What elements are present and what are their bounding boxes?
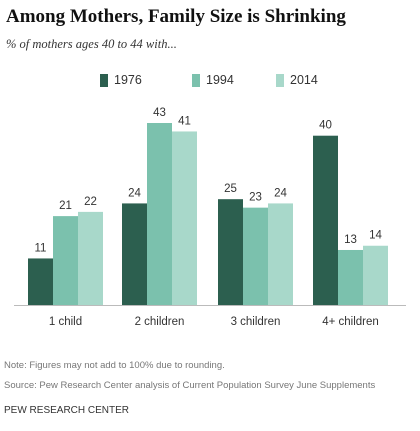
bar-1976-4-children	[313, 135, 338, 305]
bar-1976-1-child	[28, 258, 53, 305]
legend-swatch-1976	[100, 73, 108, 87]
data-label: 11	[35, 242, 47, 254]
data-label: 13	[344, 234, 357, 246]
chart-subtitle: % of mothers ages 40 to 44 with...	[6, 37, 177, 51]
data-label: 22	[84, 196, 97, 208]
bar-1994-2-children	[147, 123, 172, 305]
category-label: 3 children	[231, 316, 281, 328]
legend-swatch-1994	[192, 73, 200, 87]
org-name: PEW RESEARCH CENTER	[4, 405, 130, 416]
bar-1994-4-children	[338, 249, 363, 305]
category-label: 2 children	[135, 316, 185, 328]
data-label: 23	[249, 192, 262, 204]
bar-2014-3-children	[268, 203, 293, 305]
bar-1976-3-children	[218, 199, 243, 305]
legend-item-2014: 2014	[276, 72, 318, 88]
legend-label-1976: 1976	[114, 73, 142, 87]
bar-1994-3-children	[243, 207, 268, 305]
bar-1994-1-child	[53, 216, 78, 305]
data-label: 14	[369, 230, 382, 242]
legend-label-1994: 1994	[206, 73, 234, 87]
data-label: 24	[128, 187, 141, 199]
data-label: 43	[153, 107, 166, 119]
legend-label-2014: 2014	[290, 73, 318, 87]
data-label: 40	[319, 120, 332, 132]
chart-title: Among Mothers, Family Size is Shrinking	[6, 6, 346, 27]
category-label: 4+ children	[322, 316, 379, 328]
data-label: 24	[274, 187, 287, 199]
note-text: Note: Figures may not add to 100% due to…	[4, 360, 225, 371]
data-label: 21	[59, 200, 72, 212]
legend-item-1994: 1994	[192, 72, 234, 88]
bar-2014-4-children	[363, 245, 388, 305]
bar-2014-1-child	[78, 211, 103, 305]
data-label: 41	[178, 115, 191, 127]
legend: 1976 1994 2014	[0, 72, 420, 88]
legend-item-1976: 1976	[100, 72, 142, 88]
legend-swatch-2014	[276, 73, 284, 87]
bar-2014-2-children	[172, 131, 197, 305]
category-label: 1 child	[49, 316, 82, 328]
data-label: 25	[224, 183, 237, 195]
bar-1976-2-children	[122, 203, 147, 305]
source-text: Source: Pew Research Center analysis of …	[4, 380, 376, 391]
